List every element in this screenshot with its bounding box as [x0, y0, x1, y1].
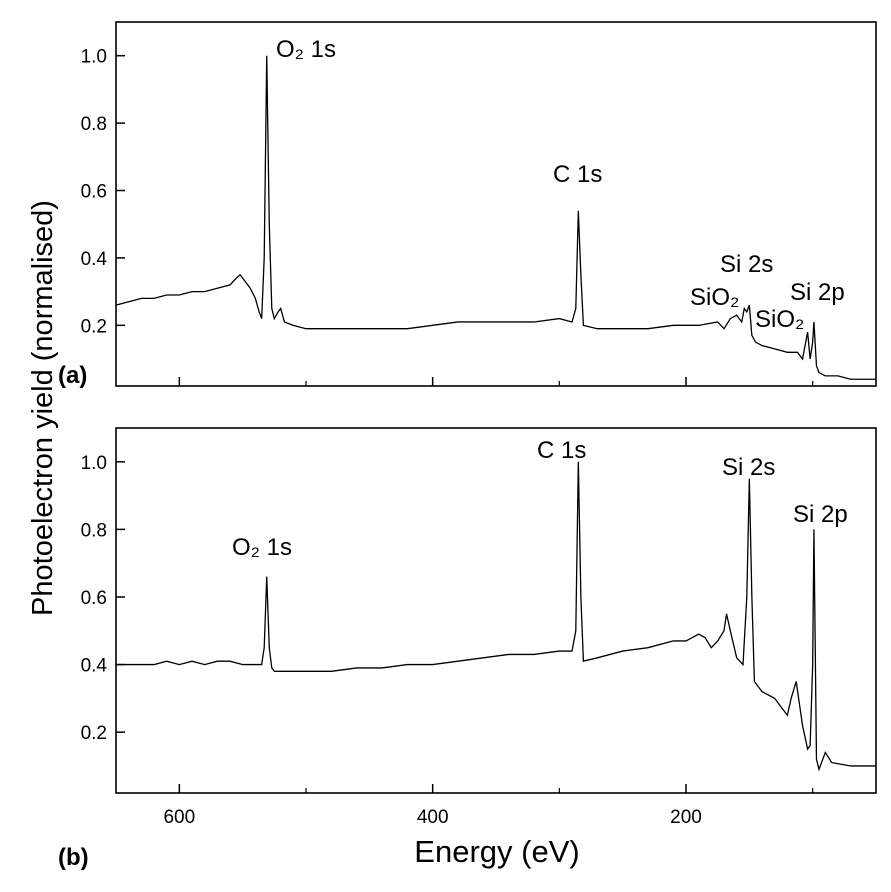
panel-label: (a) [58, 362, 87, 389]
panel-label: (b) [58, 844, 89, 871]
peak-label: O₂ 1s [232, 534, 292, 561]
peak-label: Si 2s [720, 251, 773, 278]
plot-frame [115, 21, 877, 387]
x-tick-label: 400 [417, 807, 449, 828]
peak-label: Si 2p [790, 279, 845, 306]
y-tick-label: 0.6 [81, 182, 107, 203]
peak-label: C 1s [537, 437, 586, 464]
peak-label: SiO₂ [755, 306, 804, 333]
y-tick-label: 1.0 [81, 453, 107, 474]
y-tick-label: 0.6 [81, 588, 107, 609]
peak-label: C 1s [553, 161, 602, 188]
spectrum-line [115, 55, 876, 380]
y-tick-label: 0.2 [81, 316, 107, 337]
x-axis-label: Energy (eV) [414, 834, 579, 869]
y-tick-label: 0.4 [81, 656, 108, 677]
y-tick-label: 0.4 [81, 249, 108, 270]
peak-label: O₂ 1s [276, 36, 336, 63]
peak-label: Si 2s [722, 454, 775, 481]
peak-label: Si 2p [793, 501, 848, 528]
x-tick-label: 600 [163, 807, 195, 828]
peak-label: SiO₂ [690, 284, 739, 311]
y-axis-label: Photoelectron yield (normalised) [27, 200, 59, 616]
spectrum-line [116, 461, 876, 772]
y-tick-label: 0.2 [81, 723, 107, 744]
y-tick-label: 1.0 [81, 47, 107, 68]
y-tick-label: 0.8 [81, 114, 107, 135]
y-tick-label: 0.8 [81, 520, 107, 541]
x-tick-label: 200 [670, 807, 702, 828]
plot-frame [115, 427, 877, 794]
